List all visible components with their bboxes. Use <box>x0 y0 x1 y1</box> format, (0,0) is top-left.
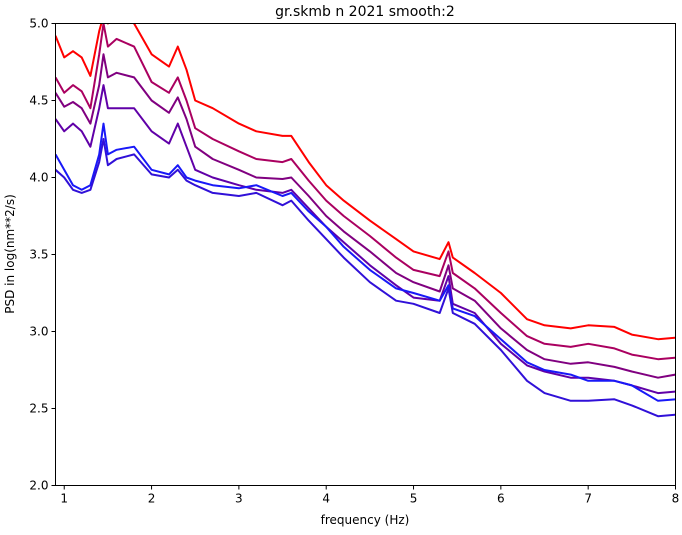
plot-frame <box>55 23 676 486</box>
x-tick-label: 2 <box>148 492 156 506</box>
psd-line-2 <box>55 23 675 361</box>
y-tick-label: 2.5 <box>29 402 48 416</box>
x-tick-label: 7 <box>584 492 592 506</box>
y-tick-label: 3.0 <box>29 325 48 339</box>
y-tick-label: 2.0 <box>29 479 48 493</box>
x-tick-label: 4 <box>322 492 330 506</box>
psd-line-6 <box>55 138 675 418</box>
psd-line-4 <box>55 84 675 395</box>
y-tick-label: 4.5 <box>29 94 48 108</box>
psd-line-3 <box>55 53 675 379</box>
psd-line-1 <box>55 23 675 341</box>
x-tick-label: 8 <box>672 492 680 506</box>
x-tick-label: 5 <box>410 492 418 506</box>
y-tick-label: 3.5 <box>29 248 48 262</box>
x-tick-label: 6 <box>497 492 505 506</box>
x-axis-label: frequency (Hz) <box>321 513 410 527</box>
x-tick-label: 1 <box>60 492 68 506</box>
psd-line-5 <box>55 122 675 402</box>
chart-title: gr.skmb n 2021 smooth:2 <box>275 4 455 20</box>
y-tick-label: 5.0 <box>29 17 48 31</box>
x-tick-label: 3 <box>235 492 243 506</box>
y-tick-label: 4.0 <box>29 171 48 185</box>
y-axis-label: PSD in log(nm**2/s) <box>3 194 17 314</box>
